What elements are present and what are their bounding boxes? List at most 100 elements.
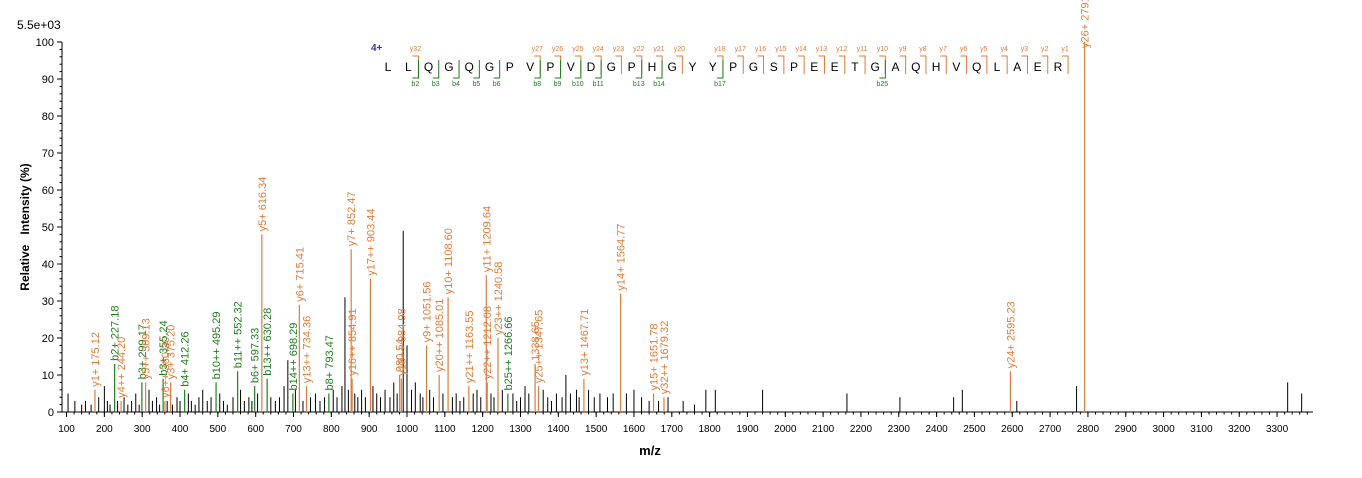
b-cleavage-mark	[656, 60, 663, 79]
peak-label: y3+ 375.20	[166, 325, 178, 380]
x-tick-label: 2900	[1115, 424, 1138, 435]
y-ion-index: y12	[836, 46, 847, 53]
peak-label: y24+ 2595.23	[1005, 301, 1017, 368]
y-cleavage-mark	[899, 55, 907, 74]
x-tick-label: 2500	[963, 424, 986, 435]
residue: Q	[972, 60, 981, 74]
peak-label: 1338.65	[530, 321, 542, 361]
residue: L	[405, 60, 412, 74]
x-tick-label: 1400	[547, 424, 570, 435]
b-cleavage-mark	[534, 60, 541, 79]
b-cleavage-mark	[453, 60, 460, 79]
residue: P	[729, 60, 737, 74]
residue: Q	[424, 60, 433, 74]
y-ion-index: y17	[735, 46, 746, 53]
y-cleavage-mark	[940, 55, 947, 74]
y-cleavage-mark	[635, 55, 643, 74]
y-cleavage-mark	[1062, 55, 1069, 74]
y-cleavage-mark	[737, 55, 744, 74]
b-ion-index: b14	[653, 81, 665, 88]
y-cleavage-mark	[656, 55, 663, 74]
residue: E	[810, 60, 818, 74]
residue: V	[567, 60, 575, 74]
peak-label: y7+ 852.47	[346, 191, 358, 246]
residue: H	[932, 60, 941, 74]
b-cleavage-mark	[432, 60, 440, 79]
y-cleavage-mark	[615, 55, 622, 74]
residue: G	[871, 60, 880, 74]
y-tick-label: 90	[42, 74, 54, 86]
b-ion-index: b8	[533, 81, 541, 88]
y-cleavage-mark	[1041, 55, 1049, 74]
b-cleavage-mark	[493, 60, 501, 79]
y-tick-label: 50	[42, 222, 54, 234]
peak-label: y14+ 1564.77	[616, 224, 628, 291]
b-cleavage-mark	[574, 60, 582, 79]
x-tick-label: 800	[323, 424, 340, 435]
y-cleavage-mark	[960, 55, 968, 74]
y-cleavage-mark	[1001, 55, 1008, 74]
peak-label: y25++ 1347.65	[534, 310, 546, 383]
peak-label: y18++ 984.98	[396, 308, 408, 375]
y-ion-index: y8	[919, 46, 927, 53]
y-tick-label: 70	[42, 148, 54, 160]
peak-label: y21++ 1163.55	[464, 311, 476, 384]
peak-label: b8+ 793.47	[324, 335, 336, 390]
y-tick-label: 100	[36, 37, 54, 49]
y-ion-index: y32	[410, 46, 421, 53]
x-tick-label: 700	[285, 424, 302, 435]
x-tick-label: 1100	[434, 424, 456, 435]
y-ion-index: y4	[1000, 46, 1008, 53]
peak-label: y5++ 309.13	[141, 318, 153, 379]
peak-label: y10+ 1108.60	[443, 228, 455, 294]
y-axis-title: Relative Intensity (%)	[18, 163, 32, 290]
y-ion-index: y26	[552, 46, 563, 53]
peak-label: y6+ 715.41	[294, 247, 306, 302]
y-ion-index: y24	[593, 46, 604, 53]
x-tick-label: 2300	[888, 424, 911, 435]
y-cleavage-mark	[859, 55, 866, 74]
y-cleavage-mark	[919, 55, 927, 74]
y-tick-label: 80	[42, 111, 54, 123]
b-ion-index: b25	[877, 81, 889, 88]
y-ion-index: y3	[1021, 46, 1029, 53]
b-ion-index: b9	[554, 81, 562, 88]
y-cleavage-mark	[554, 55, 562, 74]
b-ion-index: b13	[633, 81, 645, 88]
y-cleavage-mark	[980, 55, 988, 74]
y-ion-index: y22	[633, 46, 644, 53]
y-cleavage-mark	[879, 55, 886, 74]
peak-label: 980.54	[395, 338, 407, 372]
y-tick-label: 20	[42, 333, 54, 345]
residue: Q	[465, 60, 474, 74]
residue: Y	[688, 60, 696, 74]
peak-label: y15+ 1651.78	[649, 324, 661, 391]
b-ion-index: b10	[572, 81, 584, 88]
peak-label: y23++ 1240.58	[493, 262, 505, 335]
residue: G	[607, 60, 616, 74]
peak-label: b25++ 1266.66	[503, 316, 515, 390]
peak-label: y5+ 616.34	[257, 177, 269, 232]
y-ion-index: y11	[857, 46, 868, 53]
b-ion-index: b5	[472, 81, 480, 88]
residue: A	[1013, 60, 1021, 74]
peak-label: y16++ 854.91	[347, 308, 359, 375]
peak-label: b3+ 355.24	[158, 320, 170, 375]
x-tick-label: 1600	[623, 424, 646, 435]
b-cleavage-mark	[412, 60, 419, 79]
peak-label: b4+ 412.26	[180, 331, 192, 386]
x-tick-label: 100	[58, 424, 75, 435]
peak-label: b3+ 299.17	[137, 324, 149, 379]
y-cleavage-mark	[595, 55, 602, 74]
x-tick-label: 1800	[699, 424, 722, 435]
residue: G	[444, 60, 453, 74]
x-tick-label: 3200	[1228, 424, 1251, 435]
y-ion-index: y25	[572, 46, 583, 53]
y-ion-index: y13	[816, 46, 827, 53]
residue: L	[994, 60, 1001, 74]
y-cleavage-mark	[757, 55, 765, 74]
residue: V	[526, 60, 534, 74]
peak-label: y17++ 903.44	[365, 209, 377, 276]
